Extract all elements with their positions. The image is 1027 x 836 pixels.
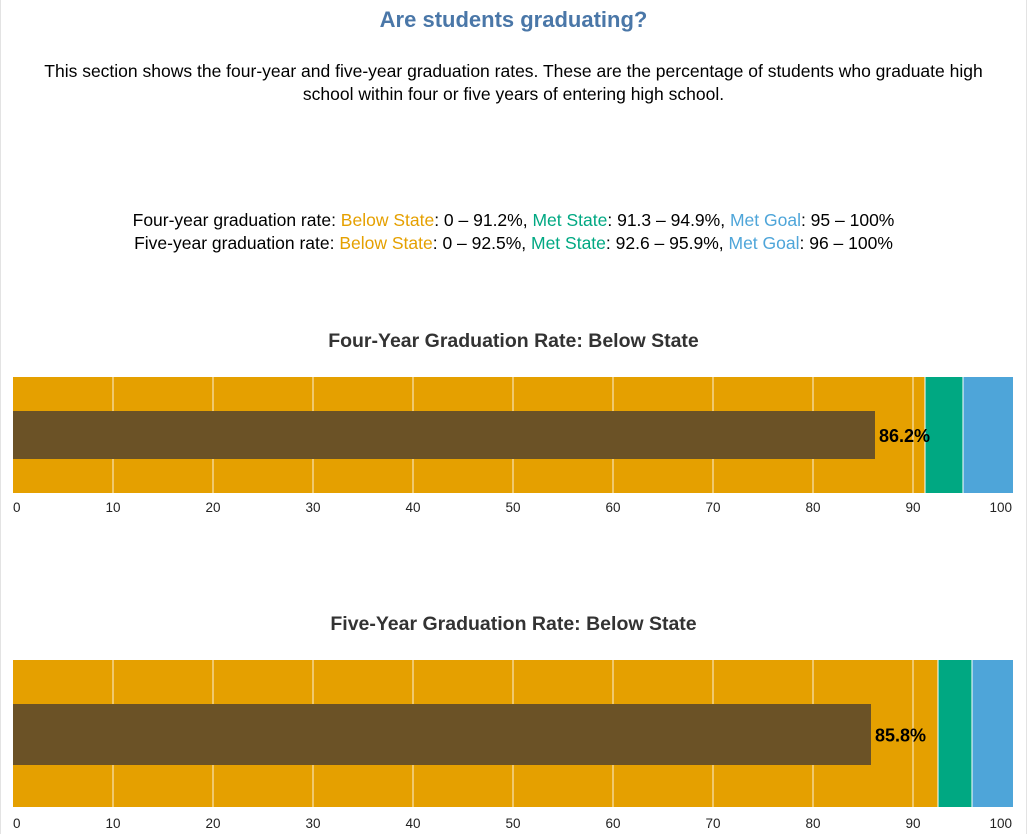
legend-prefix: Five-year graduation rate:	[134, 233, 340, 253]
five-year-graduation-chart: 85.8% 0 10 20 30 40 50 60 70 80 90 100	[13, 660, 1013, 831]
section-description: This section shows the four-year and fiv…	[44, 61, 983, 104]
tick-label: 80	[805, 500, 820, 515]
value-bar	[13, 411, 875, 459]
value-bar	[13, 704, 871, 765]
tick-label: 60	[605, 816, 620, 831]
band-met-state	[938, 660, 972, 807]
tick-label: 50	[505, 816, 520, 831]
legend-range: : 0 – 92.5%,	[432, 233, 531, 253]
tick-label: 100	[989, 500, 1012, 515]
legend-range: : 96 – 100%	[799, 233, 893, 253]
legend-range: : 0 – 91.2%,	[434, 210, 533, 230]
legend-row-four-year: Four-year graduation rate: Below State: …	[0, 210, 1027, 231]
legend-row-five-year: Five-year graduation rate: Below State: …	[0, 233, 1027, 254]
tick-label: 30	[305, 816, 320, 831]
legend-below-state: Below State	[340, 210, 435, 230]
tick-label: 90	[905, 816, 920, 831]
band-met-goal	[972, 660, 1013, 807]
legend-met-goal: Met Goal	[729, 210, 801, 230]
tick-label: 10	[105, 500, 120, 515]
band-met-goal	[963, 377, 1013, 493]
four-year-graduation-chart: 86.2% 0 10 20 30 40 50 60 70 80 90 100	[13, 377, 1013, 515]
tick-label: 40	[405, 500, 420, 515]
legend-prefix: Four-year graduation rate:	[132, 210, 341, 230]
chart-title-five-year: Five-Year Graduation Rate: Below State	[330, 613, 697, 635]
tick-label: 40	[405, 816, 420, 831]
tick-label: 20	[205, 816, 220, 831]
legend-range: : 92.6 – 95.9%,	[605, 233, 729, 253]
legend-below-state: Below State	[339, 233, 433, 253]
section-title: Are students graduating?	[379, 7, 648, 32]
legend-met-goal: Met Goal	[728, 233, 800, 253]
legend-met-state: Met State	[532, 210, 608, 230]
chart-title-four-year: Four-Year Graduation Rate: Below State	[328, 330, 699, 352]
value-label: 86.2%	[879, 426, 930, 446]
tick-label: 30	[305, 500, 320, 515]
tick-label: 70	[705, 500, 720, 515]
band-met-state	[925, 377, 963, 493]
legend-range: : 95 – 100%	[800, 210, 895, 230]
tick-label: 0	[13, 816, 21, 831]
tick-label: 60	[605, 500, 620, 515]
value-label: 85.8%	[875, 726, 926, 746]
tick-label: 20	[205, 500, 220, 515]
legend-met-state: Met State	[531, 233, 606, 253]
tick-label: 80	[805, 816, 820, 831]
legend-range: : 91.3 – 94.9%,	[607, 210, 730, 230]
tick-label: 50	[505, 500, 520, 515]
tick-label: 90	[905, 500, 920, 515]
tick-label: 70	[705, 816, 720, 831]
tick-label: 100	[989, 816, 1012, 831]
tick-label: 0	[13, 500, 21, 515]
tick-label: 10	[105, 816, 120, 831]
